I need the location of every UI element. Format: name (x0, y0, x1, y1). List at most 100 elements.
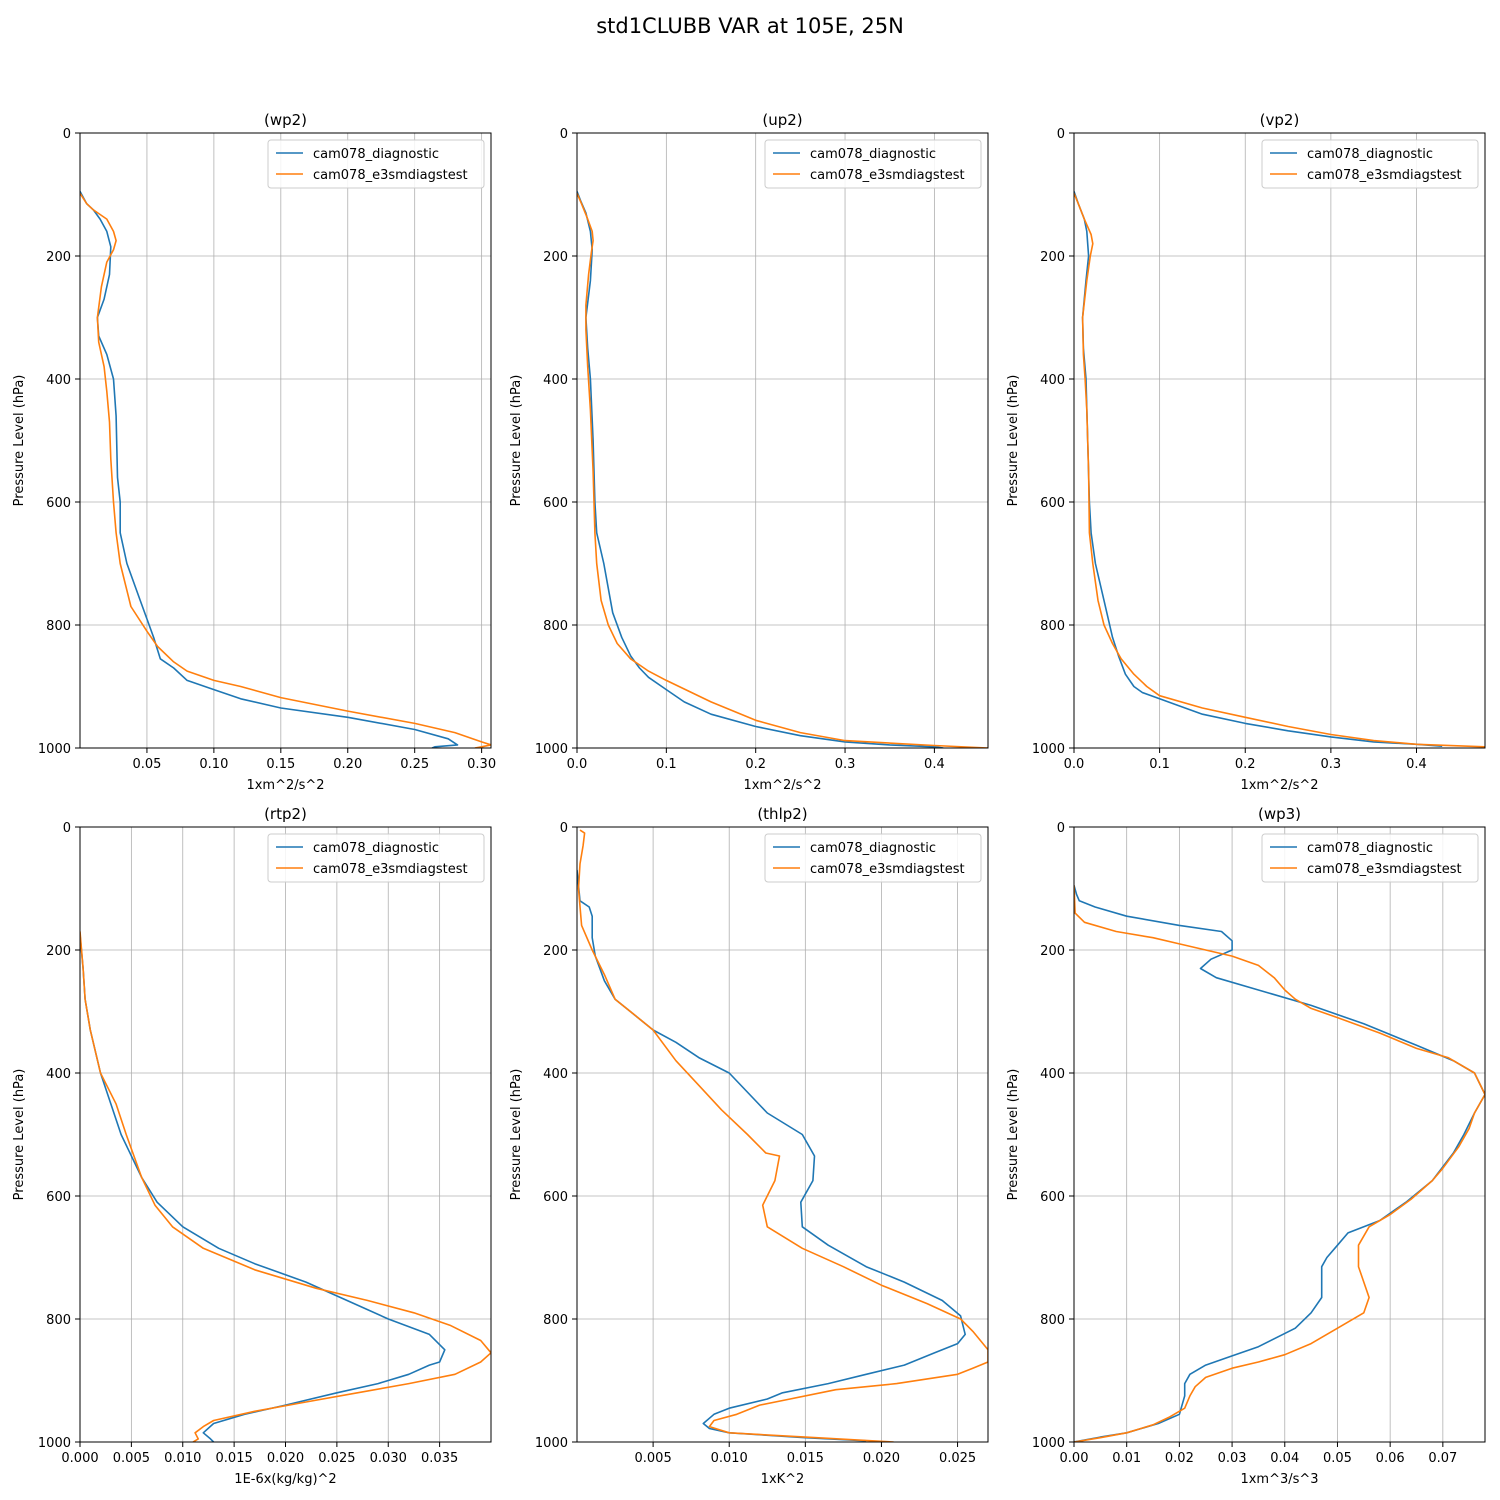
legend: cam078_diagnostic cam078_e3smdiagstest (764, 833, 982, 883)
chart-panel-1: 0.0 0.1 0.2 0.3 0.4 0 200 400 600 800 1000 (up2) 1xm… (509, 111, 989, 793)
subplot-title: (thlp2) (757, 805, 807, 823)
subplot-title: (vp2) (1260, 111, 1300, 129)
legend-frame (764, 833, 982, 883)
y-tick-label: 600 (46, 496, 71, 511)
x-tick-label: 0.030 (370, 1451, 407, 1466)
subplot-title: (wp2) (264, 111, 307, 129)
x-tick-label: 0.07 (1428, 1451, 1457, 1466)
x-tick-label: 0.30 (467, 757, 496, 772)
y-tick-label: 800 (543, 619, 568, 634)
legend-label: cam078_e3smdiagstest (810, 862, 965, 877)
legend-label: cam078_e3smdiagstest (810, 168, 965, 183)
x-tick-label: 0.005 (113, 1451, 150, 1466)
series-line-2 (1074, 192, 1485, 748)
y-tick-label: 1000 (1032, 742, 1065, 757)
x-tick-label: 0.20 (333, 757, 362, 772)
x-axis-label: 1xm^3/s^3 (1240, 1472, 1318, 1487)
x-tick-label: 0.25 (400, 757, 429, 772)
chart-panel-5: 0.00 0.01 0.02 0.03 0.04 0.05 0.06 0.07 0 200 400 6… (1006, 805, 1486, 1487)
y-tick-label: 800 (1040, 1313, 1065, 1328)
legend-label: cam078_e3smdiagstest (313, 168, 468, 183)
chart-panel-2: 0.0 0.1 0.2 0.3 0.4 0 200 400 600 800 1000 (vp2) 1xm… (1006, 111, 1486, 793)
x-tick-label: 0.3 (835, 757, 856, 772)
legend: cam078_diagnostic cam078_e3smdiagstest (1261, 833, 1479, 883)
figure-title: std1CLUBB VAR at 105E, 25N (596, 14, 904, 38)
y-tick-label: 1000 (535, 1436, 568, 1451)
x-tick-label: 0.000 (61, 1451, 98, 1466)
y-tick-label: 400 (543, 1067, 568, 1082)
chart-panel-3: 0.000 0.005 0.010 0.015 0.020 0.025 0.030 0.035… (12, 805, 492, 1487)
series-line-2 (577, 192, 988, 748)
x-tick-label: 0.01 (1112, 1451, 1141, 1466)
y-tick-label: 400 (46, 1067, 71, 1082)
y-tick-label: 600 (543, 496, 568, 511)
x-tick-label: 0.05 (132, 757, 161, 772)
x-tick-label: 0.2 (745, 757, 766, 772)
x-tick-label: 0.025 (318, 1451, 355, 1466)
x-tick-label: 0.015 (216, 1451, 253, 1466)
axes-frame (1073, 826, 1486, 1443)
y-tick-label: 1000 (38, 742, 71, 757)
x-tick-label: 0.005 (635, 1451, 672, 1466)
chart-panel-0: 0.05 0.10 0.15 0.20 0.25 0.30 0 200 400 600 800 100… (12, 111, 496, 793)
x-tick-label: 0.1 (656, 757, 677, 772)
x-tick-label: 0.05 (1323, 1451, 1352, 1466)
series-line-2 (1074, 885, 1485, 1442)
legend-frame (1261, 139, 1479, 189)
series-line-2 (577, 829, 988, 1442)
x-tick-label: 0.3 (1321, 757, 1342, 772)
x-tick-label: 0.03 (1218, 1451, 1247, 1466)
chart-panel-4: 0.005 0.010 0.015 0.020 0.025 0 200 400 600 800 10… (509, 805, 989, 1487)
y-tick-label: 800 (46, 1313, 71, 1328)
y-tick-label: 800 (1040, 619, 1065, 634)
y-axis-label: Pressure Level (hPa) (509, 1069, 524, 1201)
x-tick-label: 0.015 (787, 1451, 824, 1466)
series-line-1 (577, 869, 966, 1442)
x-tick-label: 0.2 (1235, 757, 1256, 772)
subplot-title: (up2) (762, 111, 802, 129)
y-tick-label: 400 (1040, 1067, 1065, 1082)
legend-label: cam078_diagnostic (313, 147, 439, 162)
legend: cam078_diagnostic cam078_e3smdiagstest (267, 139, 485, 189)
legend-label: cam078_e3smdiagstest (313, 862, 468, 877)
x-axis-label: 1xm^2/s^2 (743, 778, 821, 793)
x-tick-label: 0.06 (1376, 1451, 1405, 1466)
y-axis-label: Pressure Level (hPa) (1006, 1069, 1021, 1201)
legend-label: cam078_diagnostic (1307, 147, 1433, 162)
series-line-2 (80, 931, 491, 1442)
series-group (577, 191, 988, 748)
y-tick-label: 200 (1040, 944, 1065, 959)
x-tick-label: 0.00 (1060, 1451, 1089, 1466)
series-line-1 (80, 934, 446, 1442)
x-axis-label: 1xm^2/s^2 (246, 778, 324, 793)
legend-label: cam078_diagnostic (810, 841, 936, 856)
y-tick-label: 0 (560, 821, 568, 836)
x-tick-label: 0.10 (199, 757, 228, 772)
y-tick-label: 600 (1040, 1190, 1065, 1205)
y-tick-label: 600 (46, 1190, 71, 1205)
x-tick-label: 0.1 (1149, 757, 1170, 772)
y-tick-label: 200 (543, 250, 568, 265)
y-tick-label: 400 (1040, 373, 1065, 388)
x-tick-label: 0.020 (863, 1451, 900, 1466)
x-tick-label: 0.0 (1064, 757, 1085, 772)
series-group (577, 829, 988, 1442)
legend-label: cam078_e3smdiagstest (1307, 862, 1462, 877)
series-line-1 (1074, 885, 1485, 1442)
legend: cam078_diagnostic cam078_e3smdiagstest (764, 139, 982, 189)
y-tick-label: 200 (543, 944, 568, 959)
series-group (80, 191, 491, 748)
y-axis-label: Pressure Level (hPa) (12, 1069, 27, 1201)
series-line-1 (80, 191, 459, 748)
y-tick-label: 1000 (38, 1436, 71, 1451)
y-tick-label: 0 (63, 821, 71, 836)
x-tick-label: 0.02 (1165, 1451, 1194, 1466)
legend-label: cam078_e3smdiagstest (1307, 168, 1462, 183)
y-tick-label: 200 (46, 944, 71, 959)
series-group (1074, 885, 1485, 1442)
x-tick-label: 0.4 (924, 757, 945, 772)
legend: cam078_diagnostic cam078_e3smdiagstest (267, 833, 485, 883)
legend-frame (1261, 833, 1479, 883)
x-tick-label: 0.4 (1406, 757, 1427, 772)
